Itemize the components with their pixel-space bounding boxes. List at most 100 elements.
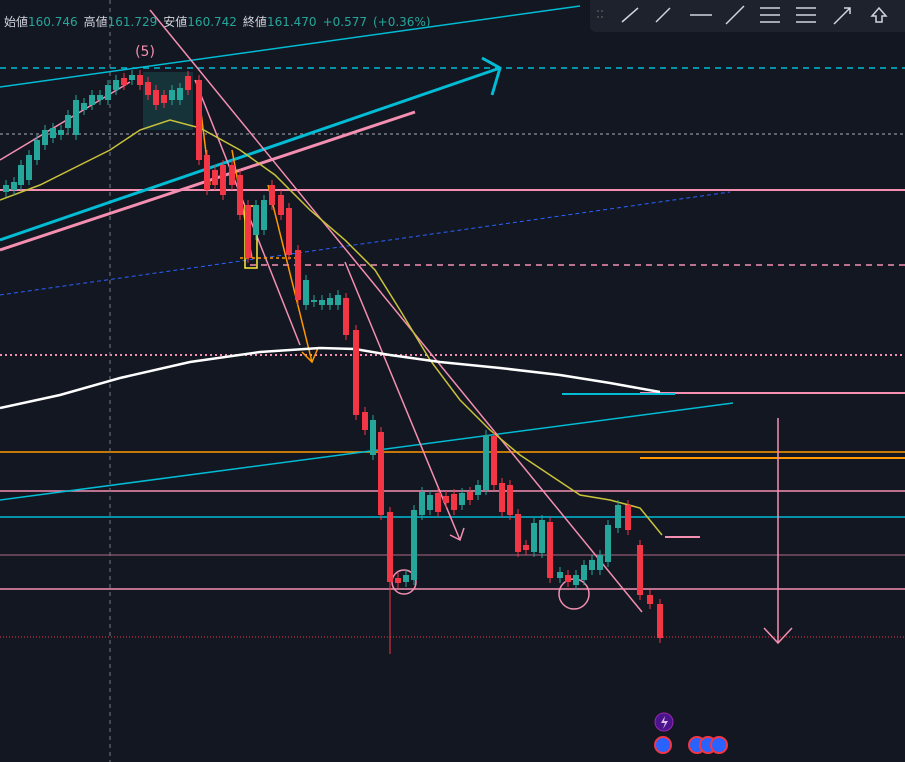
candle xyxy=(26,155,32,180)
candle xyxy=(565,575,571,582)
candle xyxy=(387,512,393,582)
candle xyxy=(353,330,359,415)
tool-arrow[interactable] xyxy=(833,7,851,25)
ohlc-header: 始値160.746 高値161.729 安値160.742 終値161.470 +0.5… xyxy=(4,13,437,30)
candle xyxy=(185,76,191,90)
tool-line[interactable] xyxy=(725,5,745,25)
ohlc-label: 終値 xyxy=(242,15,267,29)
candle xyxy=(557,572,563,578)
moving-average xyxy=(0,346,661,410)
candle xyxy=(523,545,529,550)
candle xyxy=(18,165,24,185)
candle xyxy=(657,604,663,638)
drag-handle[interactable] xyxy=(597,10,603,18)
arrow xyxy=(267,184,313,363)
change: +0.577 xyxy=(322,15,367,29)
candle xyxy=(370,420,376,455)
candle xyxy=(286,208,292,255)
candle xyxy=(50,128,56,138)
event-icon xyxy=(654,736,672,754)
candle xyxy=(121,78,127,85)
candle xyxy=(113,80,119,90)
arrow-head xyxy=(481,56,502,96)
candles xyxy=(3,70,663,654)
candle xyxy=(507,485,513,515)
candle xyxy=(295,250,301,300)
candle xyxy=(81,103,87,110)
candle xyxy=(229,165,235,185)
candle xyxy=(459,493,465,505)
candle xyxy=(303,280,309,305)
candle xyxy=(204,155,210,190)
candle xyxy=(378,432,384,515)
ohlc-label: 始値 xyxy=(4,15,29,29)
candle xyxy=(177,88,183,100)
tool-fib[interactable] xyxy=(760,7,780,23)
candle xyxy=(605,525,611,562)
candle xyxy=(311,300,317,302)
candle xyxy=(597,555,603,570)
candle xyxy=(515,514,521,552)
candle xyxy=(475,485,481,495)
candle xyxy=(58,130,64,135)
moving-average xyxy=(0,119,663,536)
ohlc-value: 160.742 xyxy=(187,15,237,29)
annotation: (5) xyxy=(135,44,155,60)
tool-up[interactable] xyxy=(870,6,888,23)
candle xyxy=(34,140,40,160)
candle xyxy=(89,95,95,105)
candle xyxy=(327,298,333,305)
arrow-head xyxy=(763,627,793,645)
candle xyxy=(531,523,537,552)
candle xyxy=(435,493,441,512)
ohlc-label: 安値 xyxy=(163,15,188,29)
trend-line xyxy=(149,9,643,613)
candle xyxy=(129,75,135,80)
candle xyxy=(427,495,433,510)
tool-channel[interactable] xyxy=(796,7,816,23)
candle xyxy=(278,195,284,215)
candle xyxy=(483,435,489,490)
candle xyxy=(220,165,226,195)
candle xyxy=(237,175,243,215)
trend-line xyxy=(0,191,731,296)
candle xyxy=(145,82,151,95)
candle xyxy=(196,80,202,160)
candle xyxy=(11,182,17,190)
ohlc-value: 161.470 xyxy=(266,15,317,29)
candle xyxy=(411,510,417,580)
candle xyxy=(647,595,653,604)
candle xyxy=(253,205,259,235)
candle xyxy=(637,545,643,595)
candle xyxy=(403,575,409,582)
trend-line xyxy=(0,66,501,242)
change-pct: (+0.36%) xyxy=(372,15,431,29)
event-icon xyxy=(710,736,728,754)
candle xyxy=(443,496,449,503)
ohlc-value: 161.729 xyxy=(107,15,158,29)
event-icons xyxy=(654,712,728,754)
candle xyxy=(589,560,595,570)
candle xyxy=(65,115,71,128)
candle xyxy=(73,100,79,135)
ohlc-value: 160.746 xyxy=(28,15,78,29)
toolbar-icons xyxy=(597,5,888,25)
candle xyxy=(395,578,401,583)
candle xyxy=(625,505,631,530)
tool-trend[interactable] xyxy=(621,7,639,23)
candle xyxy=(581,565,587,580)
candle xyxy=(161,95,167,103)
candle xyxy=(153,90,159,105)
candle xyxy=(42,130,48,145)
candle xyxy=(137,75,143,85)
candle xyxy=(105,85,111,100)
trend-line xyxy=(0,402,734,501)
icon xyxy=(661,716,668,729)
candle xyxy=(245,205,251,258)
tool-ray[interactable] xyxy=(655,7,671,23)
candle xyxy=(499,483,505,512)
arrow-head xyxy=(449,527,465,542)
candle xyxy=(212,170,218,185)
